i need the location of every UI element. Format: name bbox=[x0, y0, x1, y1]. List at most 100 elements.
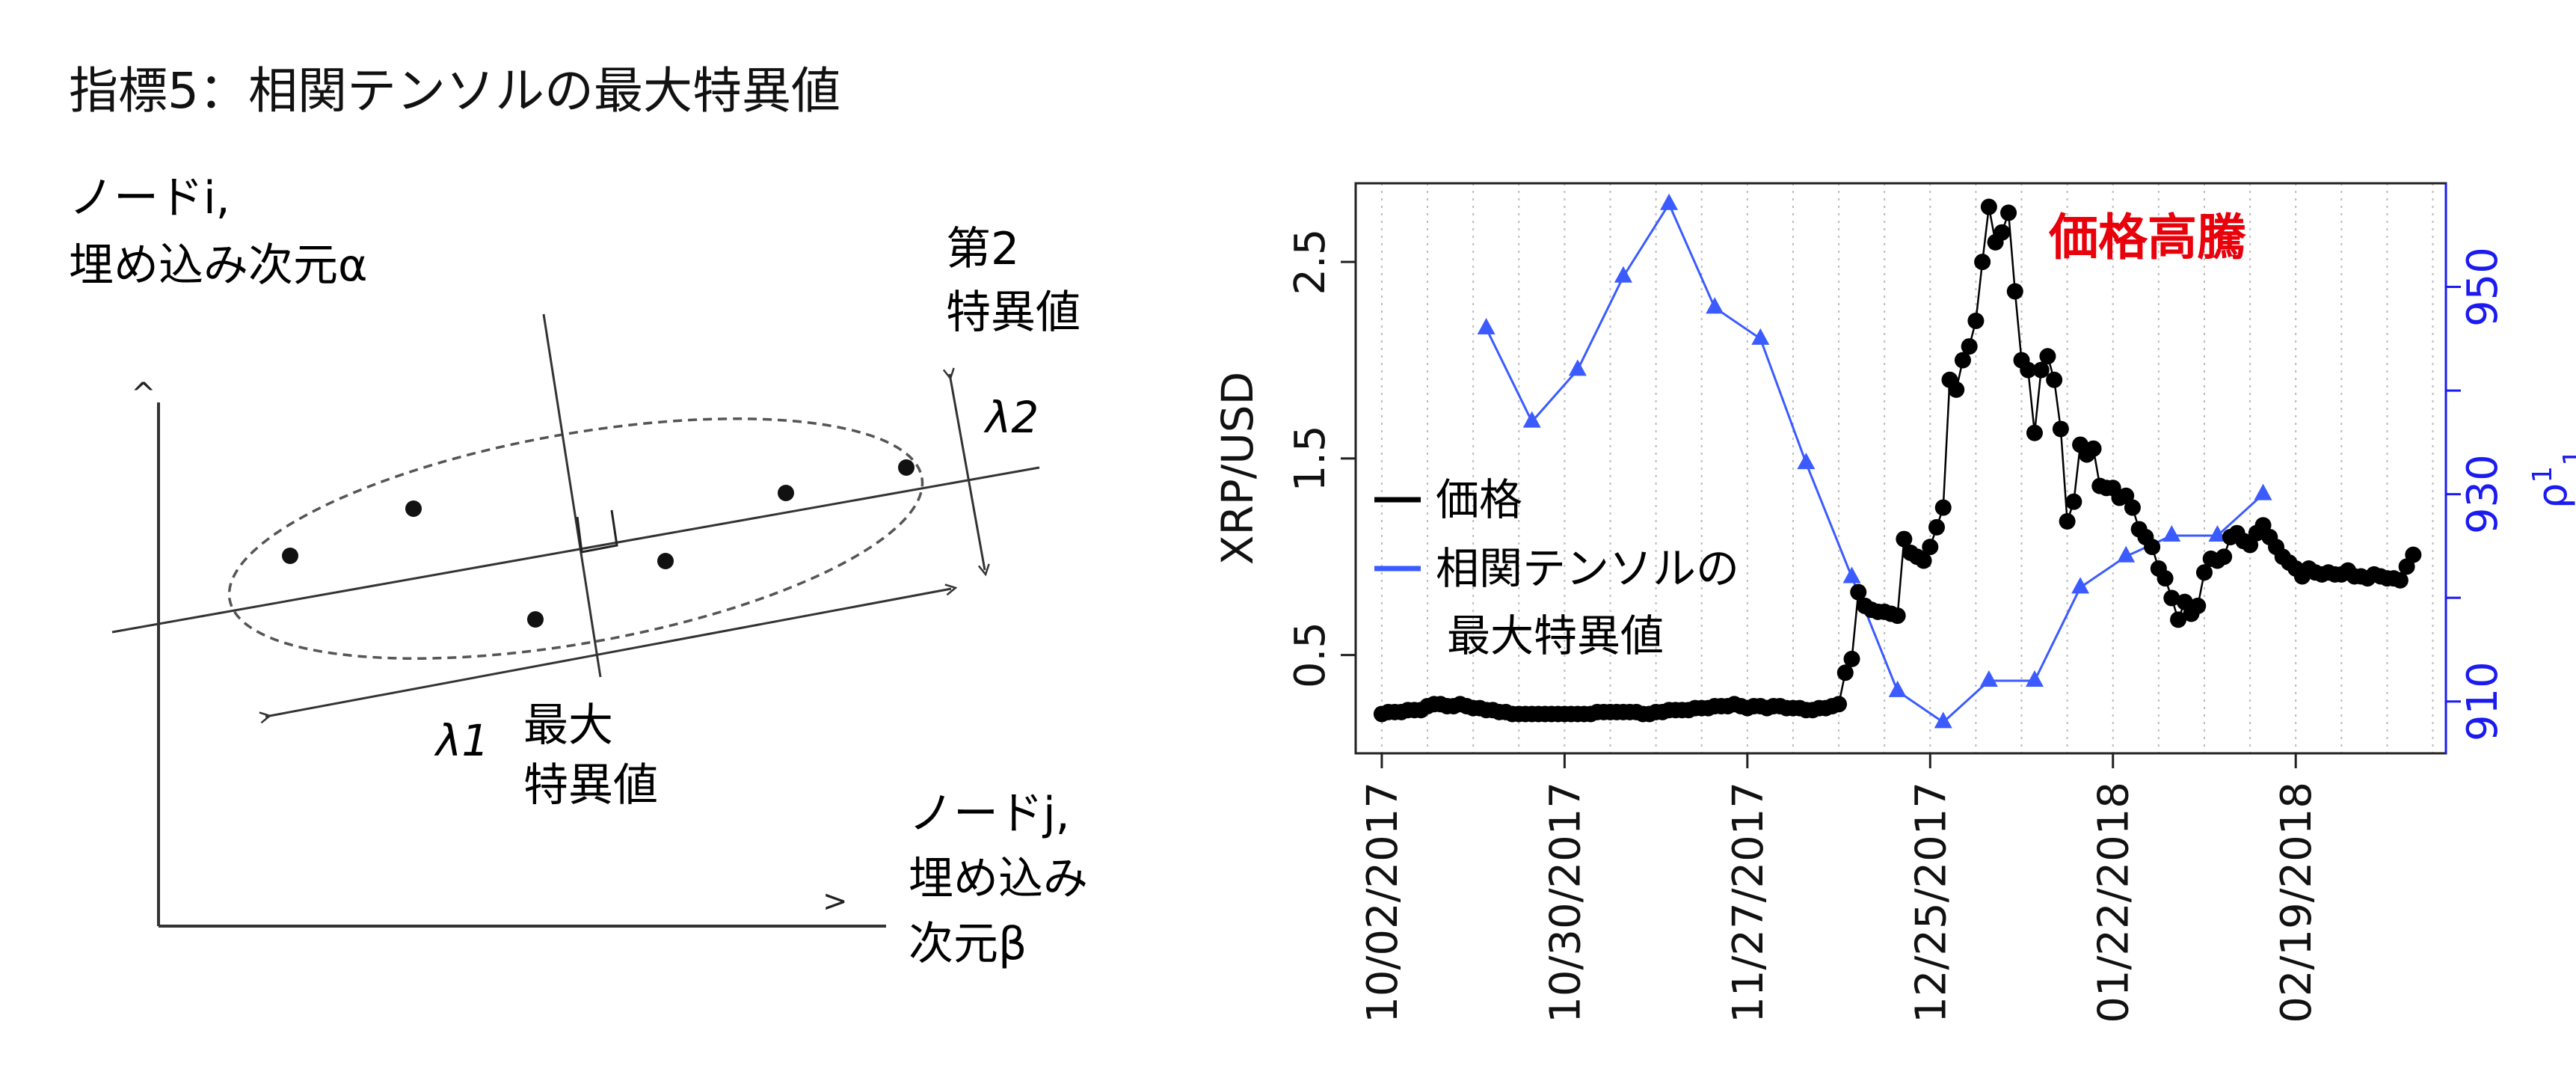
singular-value-point bbox=[1797, 453, 1816, 470]
second-singular-label-line1: 第2 bbox=[946, 223, 1019, 275]
y2-tick-label: 950 bbox=[2459, 247, 2507, 327]
singular-value-point bbox=[2208, 525, 2227, 542]
price-point bbox=[2216, 548, 2233, 566]
singular-value-point bbox=[1660, 193, 1679, 210]
x-tick-label: 11/27/2017 bbox=[1724, 782, 1773, 1023]
price-point bbox=[1954, 352, 1971, 369]
singular-value-point bbox=[1888, 680, 1907, 697]
legend: 価格 相関テンソルの 最大特異値 bbox=[1374, 474, 1739, 661]
price-point bbox=[1967, 312, 1985, 329]
data-point bbox=[898, 459, 914, 476]
legend-singular-label-line2: 最大特異値 bbox=[1447, 610, 1664, 661]
price-point bbox=[1889, 607, 1906, 625]
price-point bbox=[1961, 338, 1978, 355]
x-axis-label-line1: ノードj, bbox=[909, 788, 1070, 840]
price-point bbox=[2405, 546, 2422, 563]
y-tick-label: 1.5 bbox=[1286, 425, 1335, 491]
price-point bbox=[1922, 539, 1939, 556]
singular-value-point bbox=[2071, 577, 2090, 594]
x-tick-label: 12/25/2017 bbox=[1907, 782, 1955, 1023]
price-point bbox=[1843, 650, 1860, 667]
axis-layer: 10/02/2017 10/30/2017 11/27/2017 12/25/2017… bbox=[1286, 183, 2507, 1023]
x-arrow-glyph: > bbox=[823, 884, 848, 919]
singular-value-point bbox=[1751, 328, 1770, 345]
price-point bbox=[2163, 589, 2180, 607]
price-point bbox=[2026, 424, 2043, 441]
x-tick-label: 01/22/2018 bbox=[2090, 782, 2139, 1023]
singular-value-point bbox=[1614, 266, 1632, 283]
singular-value-point bbox=[1979, 670, 1998, 687]
legend-singular-label-line1: 相関テンソルの bbox=[1436, 543, 1739, 594]
price-point bbox=[2157, 570, 2174, 587]
price-point bbox=[2085, 440, 2102, 457]
singular-value-point bbox=[2025, 670, 2044, 687]
x-tick-label: 02/19/2018 bbox=[2272, 782, 2321, 1023]
price-point bbox=[1830, 696, 1848, 713]
grid-layer bbox=[1380, 183, 2434, 753]
singular-value-line bbox=[1485, 201, 2264, 724]
singular-value-point bbox=[1477, 317, 1496, 334]
price-point bbox=[1896, 530, 1913, 548]
y-tick-label: 0.5 bbox=[1286, 622, 1335, 688]
first-singular-label-line1: 最大 bbox=[523, 699, 613, 752]
lambda1-arrow bbox=[265, 589, 951, 717]
first-singular-axis bbox=[111, 466, 1040, 634]
price-point bbox=[2170, 611, 2187, 628]
price-point bbox=[2046, 371, 2063, 388]
price-point bbox=[1948, 381, 1965, 398]
price-point bbox=[2144, 539, 2161, 556]
singular-value-point bbox=[1522, 411, 1541, 428]
price-point bbox=[2000, 204, 2017, 221]
second-singular-axis bbox=[542, 313, 602, 678]
data-point bbox=[778, 485, 794, 501]
price-point bbox=[2391, 572, 2409, 589]
lambda2-arrow bbox=[950, 374, 985, 570]
svd-diagram: ^ > ノードi, 埋め込み次元α ノードj, 埋め込み 次元β λ1 λ2 最… bbox=[69, 172, 1088, 970]
price-surge-annotation: 価格高騰 bbox=[2048, 209, 2246, 266]
singular-value-point bbox=[1706, 297, 1724, 314]
x-tick-label: 10/02/2017 bbox=[1359, 782, 1407, 1023]
data-ellipse bbox=[227, 417, 924, 660]
price-point bbox=[2124, 499, 2141, 516]
legend-price-label: 価格 bbox=[1436, 474, 1522, 525]
right-angle-mark bbox=[576, 509, 618, 554]
page-title: 指標5：相関テンソルの最大特異値 bbox=[69, 62, 840, 120]
lambda2-label: λ2 bbox=[983, 392, 1039, 443]
data-point bbox=[657, 553, 674, 569]
first-singular-label-line2: 特異値 bbox=[523, 759, 658, 812]
y-tick-label: 2.5 bbox=[1286, 229, 1335, 295]
singular-value-point bbox=[1568, 359, 1587, 376]
singular-value-point bbox=[2254, 483, 2272, 500]
price-point bbox=[1980, 198, 1997, 215]
y2-axis-title: ρ11 bbox=[2527, 449, 2576, 509]
y-axis-title: XRP/USD bbox=[1212, 372, 1263, 565]
y2-tick-label: 930 bbox=[2459, 454, 2507, 534]
price-point bbox=[2195, 564, 2213, 581]
singular-value-point bbox=[2162, 525, 2181, 542]
price-point bbox=[2006, 283, 2023, 300]
singular-value-point bbox=[1842, 566, 1861, 583]
price-point bbox=[1934, 499, 1952, 516]
singular-value-point bbox=[2117, 545, 2136, 563]
y-axis-label-line2: 埋め込み次元α bbox=[69, 239, 368, 292]
singular-value-point bbox=[1934, 711, 1952, 729]
lambda1-label: λ1 bbox=[434, 715, 489, 766]
price-point bbox=[2189, 597, 2207, 614]
x-axis-label-line3: 次元β bbox=[909, 918, 1027, 970]
x-tick-label: 10/30/2017 bbox=[1541, 782, 1590, 1023]
price-point bbox=[1974, 254, 1991, 271]
price-series bbox=[1373, 198, 2422, 723]
y-arrow-glyph: ^ bbox=[131, 377, 156, 411]
price-point bbox=[1850, 583, 1867, 601]
price-singular-value-chart: 10/02/2017 10/30/2017 11/27/2017 12/25/2017… bbox=[1212, 182, 2576, 1023]
price-point bbox=[1928, 518, 1946, 536]
second-singular-label-line2: 特異値 bbox=[946, 287, 1080, 339]
price-point bbox=[2032, 361, 2050, 379]
price-point bbox=[2039, 348, 2056, 365]
price-point bbox=[2020, 361, 2037, 379]
price-point bbox=[1915, 552, 1932, 569]
data-point bbox=[405, 500, 422, 517]
singular-value-series bbox=[1477, 193, 2272, 729]
price-point bbox=[1994, 224, 2011, 241]
